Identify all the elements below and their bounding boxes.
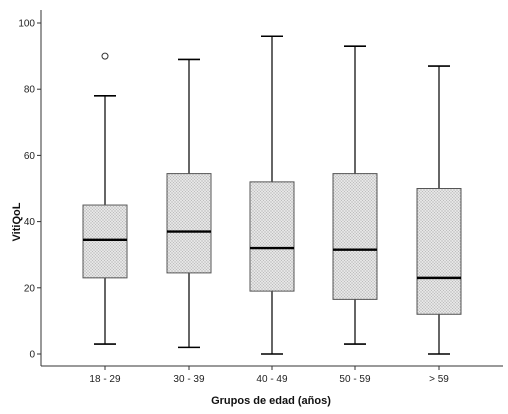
outlier-point: [101, 52, 109, 60]
iqr-box: [82, 204, 128, 279]
box-4: [332, 45, 378, 345]
iqr-box: [166, 173, 212, 274]
y-tick-label: 80: [24, 85, 36, 96]
x-tick-label: > 59: [429, 374, 449, 385]
y-tick-label: 0: [29, 350, 35, 361]
boxes-group: [82, 35, 462, 355]
x-tick-label: 40 - 49: [256, 374, 288, 385]
y-axis-title: VitiQoL: [11, 202, 23, 241]
y-tick-label: 40: [24, 217, 36, 228]
x-tick-label: 50 - 59: [339, 374, 371, 385]
iqr-box: [416, 188, 462, 315]
x-tick-label: 30 - 39: [173, 374, 205, 385]
y-tick-label: 100: [18, 19, 35, 30]
box-3: [249, 35, 295, 355]
x-axis-title: Grupos de edad (años): [211, 395, 331, 407]
x-tick-label: 18 - 29: [89, 374, 121, 385]
y-tick-label: 20: [24, 283, 36, 294]
box-1: [82, 52, 128, 345]
y-tick-label: 60: [24, 151, 36, 162]
iqr-box: [332, 173, 378, 300]
box-2: [166, 58, 212, 349]
axes: 0 20 40 60 80 100 18 - 29 30 - 39 40 - 49 50 - 59…: [18, 10, 503, 385]
box-5: [416, 65, 462, 355]
iqr-box: [249, 181, 295, 292]
